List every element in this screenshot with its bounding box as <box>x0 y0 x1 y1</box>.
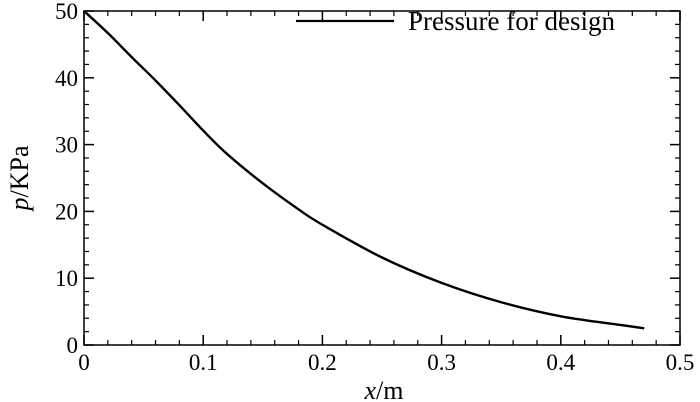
legend-label: Pressure for design <box>408 6 615 36</box>
y-tick-label: 10 <box>55 266 78 291</box>
y-tick-label: 20 <box>55 199 78 224</box>
x-axis-label-var: x <box>364 376 377 402</box>
x-tick-label: 0.1 <box>189 350 218 375</box>
x-axis-label-unit: /m <box>376 376 403 402</box>
y-tick-label: 40 <box>55 66 78 91</box>
x-tick-label: 0.5 <box>666 350 695 375</box>
y-tick-label: 50 <box>55 0 78 24</box>
legend: Pressure for design <box>296 6 615 36</box>
x-tick-label: 0.3 <box>427 350 456 375</box>
ticks: 0 0.1 0.2 0.3 0.4 0.5 0 10 20 30 40 50 <box>55 0 694 375</box>
y-tick-label: 0 <box>67 333 79 358</box>
y-tick-label: 30 <box>55 133 78 158</box>
x-tick-label: 0 <box>78 350 90 375</box>
y-axis-label: p/KPa <box>5 145 34 212</box>
axes <box>83 10 681 346</box>
y-axis-label-var: p <box>5 198 34 213</box>
y-axis-label-unit: /KPa <box>5 145 34 197</box>
series-line-pressure-for-design <box>83 10 645 330</box>
series-layer <box>83 10 645 330</box>
x-axis-label: x/m <box>364 376 404 402</box>
plot-frame <box>83 10 681 346</box>
x-tick-label: 0.2 <box>308 350 337 375</box>
x-tick-label: 0.4 <box>546 350 575 375</box>
